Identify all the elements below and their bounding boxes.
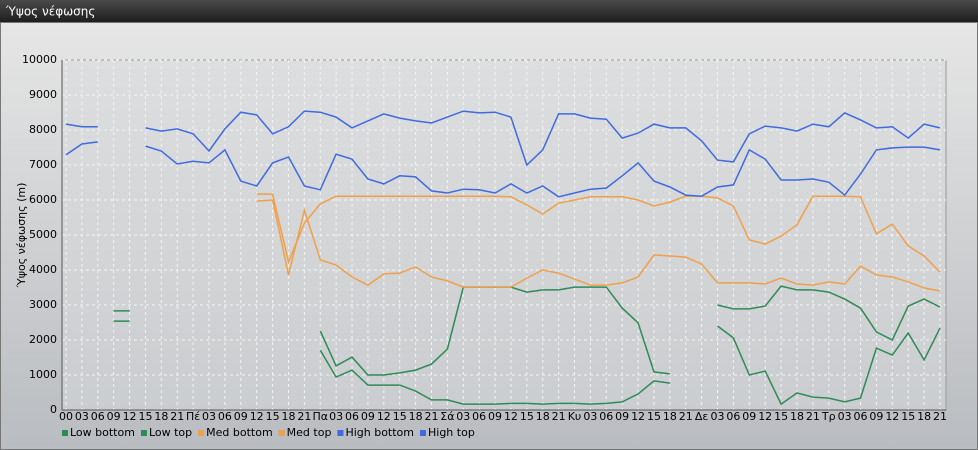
y-tick-label: 3000 bbox=[29, 298, 57, 311]
x-tick-label: 18 bbox=[281, 410, 295, 423]
y-tick-label: 10000 bbox=[22, 53, 57, 66]
legend-swatch bbox=[140, 430, 147, 436]
x-tick-label: 03 bbox=[838, 410, 852, 423]
title-bar bbox=[0, 0, 978, 22]
x-tick-label: 03 bbox=[456, 410, 470, 423]
series-line bbox=[113, 320, 941, 406]
x-tick-label: 09 bbox=[615, 410, 629, 423]
x-tick-label: 03 bbox=[711, 410, 725, 423]
x-tick-label: 12 bbox=[377, 410, 391, 423]
x-tick-label: 03 bbox=[202, 410, 216, 423]
x-tick-label: 09 bbox=[742, 410, 756, 423]
x-tick-label: 15 bbox=[901, 410, 915, 423]
x-tick-label: 00 bbox=[59, 410, 73, 423]
x-tick-label: 12 bbox=[504, 410, 518, 423]
x-tick-label: 21 bbox=[806, 410, 820, 423]
legend-label: Med bottom bbox=[206, 426, 273, 439]
x-tick-label: 09 bbox=[234, 410, 248, 423]
series-line bbox=[256, 199, 941, 292]
x-tick-label: 03 bbox=[75, 410, 89, 423]
legend-label: Low top bbox=[149, 426, 192, 439]
x-tick-label: 12 bbox=[250, 410, 264, 423]
y-tick-label: 6000 bbox=[29, 193, 57, 206]
x-tick-label: 21 bbox=[170, 410, 184, 423]
x-tick-label: 18 bbox=[154, 410, 168, 423]
x-tick-label: 03 bbox=[329, 410, 343, 423]
x-tick-label: Σά bbox=[440, 410, 454, 423]
x-tick-label: 21 bbox=[424, 410, 438, 423]
x-tick-label: 06 bbox=[599, 410, 613, 423]
x-tick-label: 12 bbox=[885, 410, 899, 423]
x-tick-label: 21 bbox=[552, 410, 566, 423]
x-tick-label: 18 bbox=[409, 410, 423, 423]
x-tick-label: 21 bbox=[297, 410, 311, 423]
x-tick-label: 15 bbox=[647, 410, 661, 423]
x-tick-label: 15 bbox=[393, 410, 407, 423]
x-tick-label: 21 bbox=[933, 410, 947, 423]
x-tick-label: 21 bbox=[679, 410, 693, 423]
legend-label: Med top bbox=[287, 426, 332, 439]
x-tick-label: Πέ bbox=[186, 410, 200, 423]
legend-swatch bbox=[198, 430, 205, 436]
x-tick-label: 12 bbox=[123, 410, 137, 423]
x-tick-label: 15 bbox=[520, 410, 534, 423]
x-tick-label: 06 bbox=[854, 410, 868, 423]
x-tick-label: 15 bbox=[266, 410, 280, 423]
x-tick-label: 03 bbox=[583, 410, 597, 423]
y-tick-label: 1000 bbox=[29, 368, 57, 381]
x-tick-label: 15 bbox=[138, 410, 152, 423]
y-tick-label: 5000 bbox=[29, 228, 57, 241]
legend-label: High bottom bbox=[345, 426, 414, 439]
x-tick-label: Πα bbox=[312, 410, 328, 423]
x-tick-label: 18 bbox=[536, 410, 550, 423]
x-tick-label: 18 bbox=[790, 410, 804, 423]
y-tick-label: 7000 bbox=[29, 158, 57, 171]
y-tick-label: 0 bbox=[50, 403, 57, 416]
x-tick-label: 15 bbox=[774, 410, 788, 423]
x-tick-label: Κυ bbox=[568, 410, 582, 423]
x-tick-label: 12 bbox=[631, 410, 645, 423]
legend-label: Low bottom bbox=[70, 426, 135, 439]
series-line bbox=[65, 141, 941, 198]
x-tick-label: 06 bbox=[218, 410, 232, 423]
series-line bbox=[65, 110, 941, 167]
x-tick-label: 09 bbox=[107, 410, 121, 423]
legend-swatch bbox=[278, 430, 285, 436]
legend-label: High top bbox=[428, 426, 475, 439]
legend-swatch bbox=[420, 430, 426, 436]
y-tick-label: 8000 bbox=[29, 123, 57, 136]
x-tick-label: 12 bbox=[758, 410, 772, 423]
y-tick-label: 4000 bbox=[29, 263, 57, 276]
x-tick-label: 06 bbox=[345, 410, 359, 423]
y-tick-label: 2000 bbox=[29, 333, 57, 346]
x-tick-label: 09 bbox=[488, 410, 502, 423]
series-line bbox=[256, 193, 941, 273]
x-tick-label: 18 bbox=[917, 410, 931, 423]
window-title: Ύψος νέφωσης bbox=[5, 5, 95, 19]
x-tick-label: Τρ bbox=[821, 410, 836, 423]
y-axis-label: Ύψος νέφωσης (m) bbox=[15, 183, 28, 289]
x-tick-label: 06 bbox=[472, 410, 486, 423]
legend-swatch bbox=[337, 430, 344, 436]
legend-swatch bbox=[62, 430, 68, 436]
y-tick-label: 9000 bbox=[29, 88, 57, 101]
x-tick-label: 06 bbox=[91, 410, 105, 423]
x-tick-label: 18 bbox=[663, 410, 677, 423]
x-tick-label: 09 bbox=[869, 410, 883, 423]
x-tick-label: 09 bbox=[361, 410, 375, 423]
x-tick-label: Δε bbox=[695, 410, 709, 423]
x-tick-label: 06 bbox=[726, 410, 740, 423]
